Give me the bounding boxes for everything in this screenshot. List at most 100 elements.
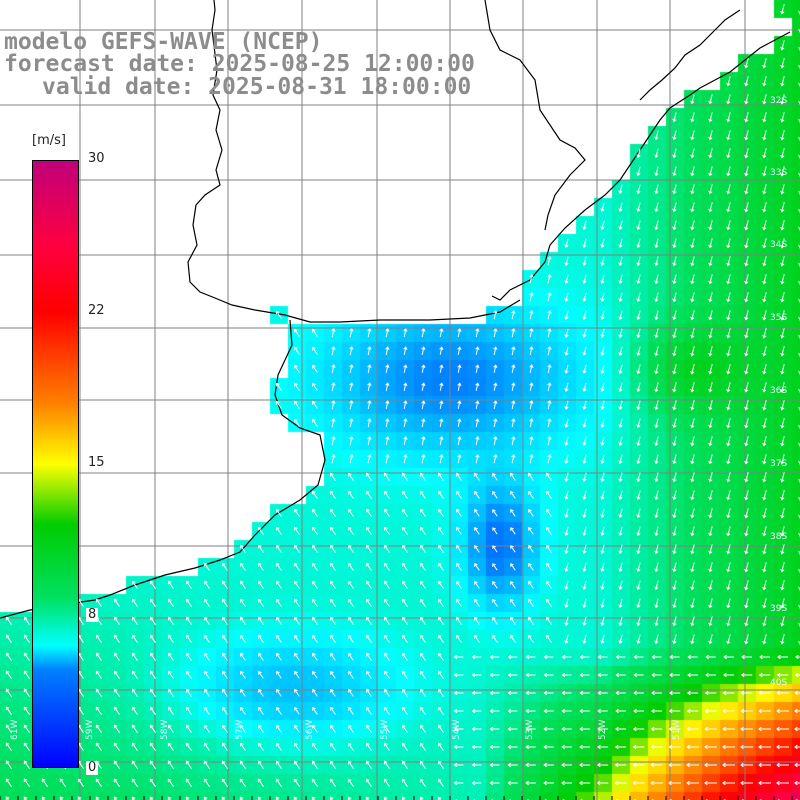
wind-arrow bbox=[740, 780, 753, 786]
wind-arrow bbox=[582, 544, 587, 555]
wind-arrow bbox=[347, 490, 354, 499]
wind-arrow bbox=[528, 580, 534, 589]
wind-arrow bbox=[561, 654, 572, 660]
wind-arrow bbox=[77, 706, 85, 716]
wind-arrow bbox=[403, 382, 408, 391]
wind-arrow bbox=[582, 418, 587, 429]
wind-arrow bbox=[5, 760, 13, 770]
wind-arrow bbox=[59, 778, 67, 788]
wind-arrow bbox=[475, 454, 480, 464]
wind-arrow bbox=[453, 780, 464, 786]
wind-arrow bbox=[258, 724, 264, 733]
wind-arrow bbox=[564, 472, 569, 483]
wind-arrow bbox=[564, 616, 569, 627]
wind-arrow bbox=[636, 526, 641, 537]
wind-arrow bbox=[651, 708, 663, 714]
wind-arrow bbox=[543, 726, 554, 732]
wind-arrow bbox=[636, 220, 641, 231]
wind-arrow bbox=[636, 256, 641, 267]
wind-arrow bbox=[690, 112, 695, 123]
wind-arrow bbox=[669, 690, 681, 696]
wind-arrow bbox=[600, 292, 605, 303]
wind-arrow bbox=[474, 598, 480, 607]
wind-arrow bbox=[365, 490, 372, 499]
wind-arrow bbox=[578, 780, 591, 786]
wind-arrow bbox=[492, 616, 498, 625]
wind-arrow bbox=[507, 762, 518, 768]
wind-arrow bbox=[453, 672, 464, 678]
wind-arrow bbox=[492, 545, 498, 553]
wind-arrow bbox=[618, 472, 623, 483]
wind-arrow bbox=[740, 762, 753, 768]
wind-arrow bbox=[403, 453, 408, 464]
wind-arrow bbox=[690, 274, 695, 285]
wind-arrow bbox=[5, 616, 12, 625]
wind-arrow bbox=[131, 706, 138, 715]
wind-arrow bbox=[762, 616, 767, 627]
wind-arrow bbox=[668, 780, 681, 786]
wind-arrow bbox=[654, 544, 659, 555]
wind-arrow bbox=[401, 562, 408, 571]
wind-arrow bbox=[672, 220, 677, 231]
wind-arrow bbox=[77, 652, 84, 661]
wind-arrow bbox=[330, 724, 336, 733]
wind-arrow bbox=[744, 112, 749, 123]
wind-arrow bbox=[437, 562, 444, 571]
wind-arrow bbox=[258, 688, 264, 697]
wind-arrow bbox=[457, 346, 462, 355]
wind-arrow bbox=[420, 472, 426, 481]
wind-arrow bbox=[510, 580, 516, 589]
wind-arrow bbox=[708, 238, 713, 249]
valid-date: valid date: 2025-08-31 18:00:00 bbox=[42, 74, 472, 100]
wind-arrow bbox=[600, 220, 605, 231]
wind-arrow bbox=[384, 688, 390, 697]
wind-arrow bbox=[113, 670, 120, 679]
wind-arrow bbox=[402, 706, 408, 715]
wind-arrow bbox=[149, 634, 156, 643]
wind-arrow bbox=[492, 598, 498, 607]
wind-arrow bbox=[636, 346, 641, 357]
wind-arrow bbox=[419, 634, 426, 643]
wind-arrow bbox=[686, 690, 699, 696]
wind-arrow bbox=[687, 654, 698, 660]
wind-arrow bbox=[564, 580, 569, 591]
wind-arrow bbox=[690, 346, 695, 357]
wind-arrow bbox=[149, 616, 156, 625]
argentina-coast bbox=[0, 319, 326, 619]
wind-arrow bbox=[149, 760, 157, 770]
wind-arrow bbox=[762, 544, 767, 555]
wind-arrow bbox=[600, 544, 605, 555]
wind-arrow bbox=[654, 238, 659, 249]
wind-arrow bbox=[618, 598, 623, 609]
wind-arrow bbox=[331, 417, 336, 428]
wind-arrow bbox=[618, 400, 623, 411]
wind-arrow bbox=[780, 274, 785, 285]
wind-arrow bbox=[365, 796, 370, 800]
wind-arrow bbox=[708, 562, 713, 573]
wind-arrow bbox=[543, 690, 554, 696]
wind-arrow bbox=[77, 634, 84, 643]
wind-arrow bbox=[239, 760, 247, 769]
wind-arrow bbox=[511, 346, 516, 356]
wind-arrow bbox=[113, 652, 120, 661]
wind-arrow bbox=[726, 256, 731, 267]
wind-arrow bbox=[167, 724, 174, 733]
wind-arrow bbox=[668, 726, 681, 732]
wind-arrow bbox=[5, 652, 13, 661]
wind-arrow bbox=[349, 328, 354, 338]
wind-arrow bbox=[311, 796, 316, 800]
wind-arrow bbox=[758, 780, 771, 786]
colorbar-unit: [m/s] bbox=[30, 133, 68, 148]
wind-arrow bbox=[23, 742, 31, 752]
wind-arrow bbox=[794, 672, 800, 678]
wind-arrow bbox=[5, 706, 13, 716]
wind-arrow bbox=[762, 148, 767, 159]
wind-arrow bbox=[758, 690, 771, 696]
wind-arrow bbox=[686, 708, 699, 714]
wind-arrow bbox=[762, 508, 767, 519]
wind-arrow bbox=[401, 544, 408, 553]
wind-arrow bbox=[690, 508, 695, 519]
wind-arrow bbox=[385, 328, 390, 338]
wind-arrow bbox=[474, 490, 480, 499]
